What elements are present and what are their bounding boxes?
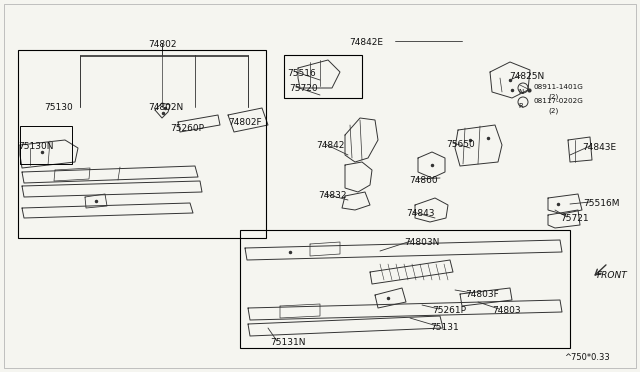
Text: 74842E: 74842E bbox=[349, 38, 383, 47]
Text: FRONT: FRONT bbox=[597, 271, 628, 280]
Text: 75261P: 75261P bbox=[432, 306, 466, 315]
Text: 75516: 75516 bbox=[287, 69, 316, 78]
Text: 74802F: 74802F bbox=[228, 118, 262, 127]
Text: 75131: 75131 bbox=[430, 323, 459, 332]
Text: 74832: 74832 bbox=[318, 191, 346, 200]
Text: 08117-0202G: 08117-0202G bbox=[534, 98, 584, 104]
Text: 74803: 74803 bbox=[492, 306, 520, 315]
Text: 74842: 74842 bbox=[316, 141, 344, 150]
Text: 74860: 74860 bbox=[409, 176, 438, 185]
Text: ^750*0.33: ^750*0.33 bbox=[564, 353, 610, 362]
Text: 74843: 74843 bbox=[406, 209, 435, 218]
Text: 75130N: 75130N bbox=[18, 142, 54, 151]
Text: 74803N: 74803N bbox=[404, 238, 440, 247]
Text: 75650: 75650 bbox=[446, 140, 475, 149]
Text: 75130: 75130 bbox=[44, 103, 73, 112]
Text: 74825N: 74825N bbox=[509, 72, 544, 81]
Bar bbox=[240, 230, 570, 348]
Bar bbox=[284, 55, 362, 98]
Bar bbox=[20, 126, 72, 164]
Text: (2): (2) bbox=[548, 93, 558, 99]
Bar bbox=[18, 50, 266, 238]
Text: 75516M: 75516M bbox=[583, 199, 620, 208]
Text: R: R bbox=[518, 103, 524, 109]
Text: (2): (2) bbox=[548, 108, 558, 115]
Text: N: N bbox=[518, 89, 524, 95]
Text: 75131N: 75131N bbox=[270, 338, 305, 347]
Text: 75260P: 75260P bbox=[170, 124, 204, 133]
Text: 75720: 75720 bbox=[289, 84, 317, 93]
Text: 08911-1401G: 08911-1401G bbox=[534, 84, 584, 90]
Text: 74802: 74802 bbox=[148, 40, 177, 49]
Text: 74803F: 74803F bbox=[465, 290, 499, 299]
Text: 75721: 75721 bbox=[560, 214, 589, 223]
Text: 74843E: 74843E bbox=[582, 143, 616, 152]
Text: 74802N: 74802N bbox=[148, 103, 183, 112]
